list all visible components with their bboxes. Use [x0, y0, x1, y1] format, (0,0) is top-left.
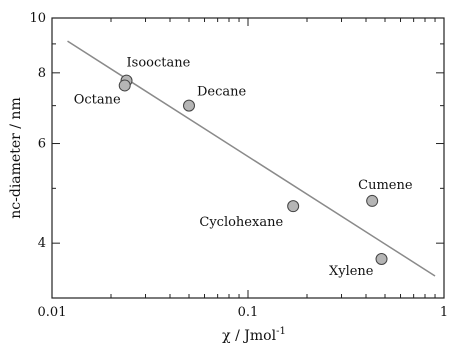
- data-point: [118, 79, 131, 92]
- y-tick-label: 6: [38, 137, 46, 152]
- y-tick-label: 10: [29, 11, 46, 26]
- data-point: [375, 253, 388, 266]
- data-points: [118, 74, 388, 266]
- axis-tick-labels: 0.01 0.1 1 4 6 8 10: [29, 11, 448, 320]
- point-label: Cumene: [358, 178, 413, 193]
- data-point: [287, 200, 300, 213]
- data-point: [182, 99, 195, 112]
- point-label: Isooctane: [127, 56, 191, 71]
- x-tick-label: 1: [440, 305, 448, 320]
- point-label: Cyclohexane: [199, 215, 283, 230]
- y-tick-label: 8: [38, 66, 46, 81]
- x-tick-label: 0.1: [238, 305, 259, 320]
- point-label: Decane: [197, 85, 247, 100]
- x-axis-label-superscript: -1: [276, 326, 286, 337]
- axis-ticks: [51, 17, 445, 298]
- point-label: Xylene: [329, 264, 374, 279]
- point-labels: Isooctane Octane Decane Cyclohexane Cumene Xy…: [74, 56, 413, 279]
- data-point: [366, 194, 379, 207]
- x-axis-label-main: χ / Jmol: [222, 328, 276, 344]
- y-tick-label: 4: [38, 236, 46, 251]
- y-axis-label: nc-diameter / nm: [8, 97, 24, 218]
- x-axis-label: χ / Jmol-1: [222, 326, 286, 344]
- x-tick-label: 0.01: [38, 305, 67, 320]
- point-label: Octane: [74, 92, 121, 107]
